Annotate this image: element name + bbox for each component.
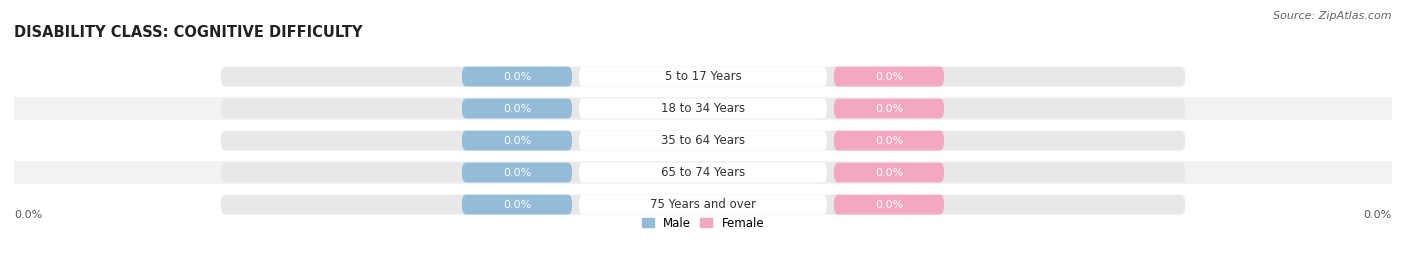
FancyBboxPatch shape: [14, 129, 1392, 152]
FancyBboxPatch shape: [834, 131, 945, 150]
FancyBboxPatch shape: [834, 67, 945, 87]
FancyBboxPatch shape: [221, 163, 1185, 182]
Text: 0.0%: 0.0%: [875, 136, 903, 146]
FancyBboxPatch shape: [579, 195, 827, 214]
FancyBboxPatch shape: [14, 193, 1392, 216]
FancyBboxPatch shape: [221, 131, 1185, 150]
FancyBboxPatch shape: [221, 99, 1185, 118]
Text: 0.0%: 0.0%: [503, 168, 531, 178]
Text: 5 to 17 Years: 5 to 17 Years: [665, 70, 741, 83]
FancyBboxPatch shape: [14, 161, 1392, 184]
Text: 0.0%: 0.0%: [503, 200, 531, 210]
Text: 18 to 34 Years: 18 to 34 Years: [661, 102, 745, 115]
FancyBboxPatch shape: [463, 195, 572, 214]
Text: Source: ZipAtlas.com: Source: ZipAtlas.com: [1274, 11, 1392, 21]
Text: 75 Years and over: 75 Years and over: [650, 198, 756, 211]
FancyBboxPatch shape: [579, 67, 827, 87]
FancyBboxPatch shape: [463, 99, 572, 118]
FancyBboxPatch shape: [221, 67, 1185, 87]
Text: 0.0%: 0.0%: [503, 104, 531, 114]
Text: 0.0%: 0.0%: [875, 168, 903, 178]
FancyBboxPatch shape: [463, 131, 572, 150]
FancyBboxPatch shape: [463, 67, 572, 87]
Text: 0.0%: 0.0%: [503, 136, 531, 146]
Text: 0.0%: 0.0%: [875, 200, 903, 210]
FancyBboxPatch shape: [834, 99, 945, 118]
Text: 0.0%: 0.0%: [875, 72, 903, 82]
FancyBboxPatch shape: [463, 163, 572, 182]
FancyBboxPatch shape: [14, 65, 1392, 88]
FancyBboxPatch shape: [221, 195, 1185, 214]
Text: 0.0%: 0.0%: [503, 72, 531, 82]
Text: 0.0%: 0.0%: [1364, 210, 1392, 220]
Text: 35 to 64 Years: 35 to 64 Years: [661, 134, 745, 147]
FancyBboxPatch shape: [834, 163, 945, 182]
Legend: Male, Female: Male, Female: [641, 217, 765, 229]
Text: 0.0%: 0.0%: [14, 210, 42, 220]
FancyBboxPatch shape: [14, 97, 1392, 120]
FancyBboxPatch shape: [579, 99, 827, 118]
Text: DISABILITY CLASS: COGNITIVE DIFFICULTY: DISABILITY CLASS: COGNITIVE DIFFICULTY: [14, 25, 363, 40]
FancyBboxPatch shape: [834, 195, 945, 214]
Text: 0.0%: 0.0%: [875, 104, 903, 114]
Text: 65 to 74 Years: 65 to 74 Years: [661, 166, 745, 179]
FancyBboxPatch shape: [579, 163, 827, 182]
FancyBboxPatch shape: [579, 131, 827, 150]
